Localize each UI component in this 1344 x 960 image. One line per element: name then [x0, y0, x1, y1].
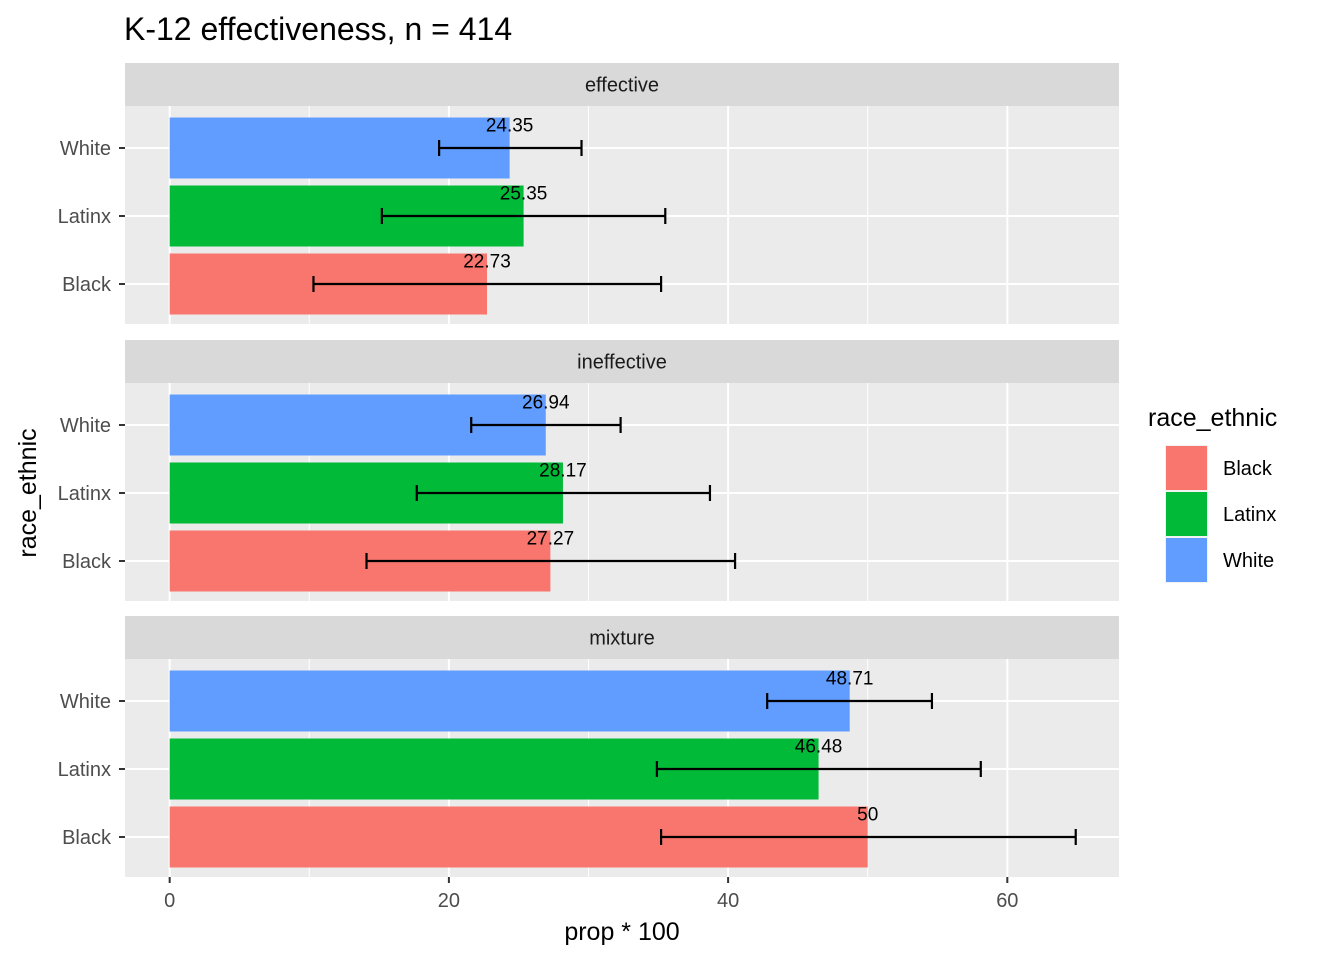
facet-strip-label: mixture: [589, 628, 655, 650]
error-bar: [312, 276, 663, 292]
error-bar: [380, 208, 667, 224]
error-bar: [766, 693, 934, 709]
facet-strip: [125, 616, 1119, 659]
legend-title: race_ethnic: [1148, 404, 1277, 432]
data-label: 27.27: [527, 529, 575, 550]
data-label: 24.35: [486, 116, 534, 137]
data-label: 22.73: [463, 252, 511, 273]
x-axis: 0 20 40 60: [164, 877, 1018, 912]
error-bar: [365, 553, 737, 569]
legend-label: White: [1223, 550, 1274, 572]
y-axis-title: race_ethnic: [14, 428, 42, 557]
data-label: 46.48: [795, 737, 843, 758]
data-label: 50: [857, 805, 878, 826]
legend-swatch: [1166, 446, 1207, 490]
legend-label: Black: [1223, 458, 1273, 480]
data-label: 28.17: [539, 461, 587, 482]
x-tick-label: 60: [996, 890, 1018, 912]
x-tick-label: 0: [164, 890, 175, 912]
y-tick-label: White: [60, 138, 111, 160]
legend-swatch: [1166, 492, 1207, 536]
bar-mixture-white: [169, 670, 850, 732]
y-tick-label: White: [60, 415, 111, 437]
x-tick-label: 40: [717, 890, 739, 912]
chart-title: K-12 effectiveness, n = 414: [124, 11, 512, 47]
legend-swatch: [1166, 538, 1207, 582]
error-bar: [415, 485, 712, 501]
y-tick-label: Latinx: [58, 483, 111, 505]
facet-strip-label: effective: [585, 75, 659, 97]
legend-item-black: Black: [1165, 445, 1273, 491]
y-tick-label: Latinx: [58, 759, 111, 781]
legend: race_ethnic Black Latinx White: [1148, 404, 1277, 583]
facet-panel-ineffective: ineffective White Latinx Black 26.94 28.17 27.…: [58, 340, 1119, 601]
y-tick-label: Black: [62, 551, 112, 573]
error-bar: [438, 140, 583, 156]
facet-strip: [125, 340, 1119, 383]
legend-item-white: White: [1165, 537, 1274, 583]
facet-strip: [125, 63, 1119, 106]
y-tick-label: White: [60, 691, 111, 713]
facet-strip-label: ineffective: [577, 352, 667, 374]
legend-label: Latinx: [1223, 504, 1276, 526]
legend-item-latinx: Latinx: [1165, 491, 1276, 537]
facet-panel-mixture: mixture White Latinx Black 48.71 46.48 50: [58, 616, 1119, 877]
error-bar: [659, 829, 1077, 845]
y-tick-label: Black: [62, 274, 112, 296]
error-bar: [655, 761, 982, 777]
facet-panel-effective: effective White Latinx Black 24.35 25.35 22.73: [58, 63, 1119, 324]
data-label: 48.71: [826, 669, 874, 690]
data-label: 26.94: [522, 393, 570, 414]
y-tick-label: Latinx: [58, 206, 111, 228]
x-axis-title: prop * 100: [564, 918, 679, 946]
data-label: 25.35: [500, 184, 548, 205]
error-bar: [470, 417, 622, 433]
facet-panels: effective White Latinx Black 24.35 25.35 22.73…: [58, 63, 1119, 877]
y-tick-label: Black: [62, 827, 112, 849]
legend-items: Black Latinx White: [1165, 445, 1276, 583]
x-tick-label: 20: [438, 890, 460, 912]
